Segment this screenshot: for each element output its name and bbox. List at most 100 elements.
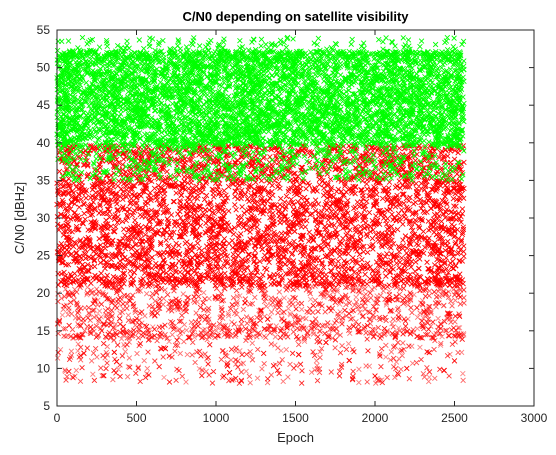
red-point <box>325 217 332 223</box>
red-point <box>163 209 170 215</box>
plot-area <box>54 29 535 407</box>
red-point <box>114 244 121 250</box>
red-point <box>332 345 338 351</box>
red-point <box>261 360 267 367</box>
red-point <box>382 267 388 273</box>
red-point <box>417 334 424 341</box>
red-point <box>151 326 158 332</box>
red-point <box>452 191 458 197</box>
red-point <box>91 377 98 384</box>
red-point <box>452 297 459 304</box>
red-point <box>261 298 268 305</box>
red-point <box>364 336 370 342</box>
red-point <box>135 288 141 294</box>
red-point <box>389 211 395 218</box>
red-point <box>438 258 445 264</box>
red-point <box>319 209 325 215</box>
red-point <box>161 374 167 381</box>
red-point <box>373 296 380 302</box>
red-point <box>79 364 85 371</box>
red-point <box>310 349 316 355</box>
red-point <box>310 331 317 337</box>
red-point <box>357 223 364 230</box>
red-point <box>451 227 458 233</box>
red-point <box>199 367 205 373</box>
red-point <box>393 359 400 365</box>
red-point <box>356 277 362 283</box>
red-point <box>83 195 89 201</box>
red-point <box>327 176 334 183</box>
red-point <box>104 360 110 366</box>
red-point <box>426 288 433 294</box>
red-point <box>390 241 397 247</box>
red-point <box>461 159 467 166</box>
red-point <box>449 221 455 228</box>
red-point <box>217 315 223 321</box>
red-point <box>201 196 208 203</box>
red-point <box>308 369 315 376</box>
red-point <box>452 339 458 345</box>
red-point <box>168 229 175 236</box>
red-point <box>120 204 126 210</box>
red-point <box>302 244 308 251</box>
red-point <box>425 316 432 322</box>
red-point <box>390 324 397 330</box>
red-point <box>103 312 110 319</box>
red-point <box>273 241 280 248</box>
red-point <box>97 242 104 248</box>
red-point <box>68 194 75 201</box>
red-point <box>318 345 325 352</box>
red-point <box>270 363 277 369</box>
red-point <box>362 300 368 306</box>
red-point <box>328 369 334 375</box>
red-point <box>210 256 216 262</box>
red-point <box>344 230 351 237</box>
red-point <box>153 289 160 295</box>
red-point <box>125 238 132 244</box>
red-point <box>133 370 139 377</box>
red-point <box>205 201 211 207</box>
red-point <box>141 357 147 364</box>
red-point <box>60 326 67 332</box>
red-point <box>419 217 425 224</box>
red-point <box>91 314 97 320</box>
red-point <box>254 199 260 205</box>
red-point <box>152 272 158 278</box>
red-point <box>276 370 282 377</box>
red-point <box>174 337 180 343</box>
red-point <box>383 302 390 308</box>
red-point <box>376 314 383 321</box>
red-point <box>286 240 293 247</box>
red-point <box>367 290 373 296</box>
red-point <box>361 243 367 250</box>
red-point <box>89 290 95 297</box>
red-point <box>429 186 435 193</box>
red-point <box>314 267 321 274</box>
red-point <box>246 373 253 380</box>
red-point <box>232 193 238 200</box>
red-point <box>172 342 179 348</box>
red-point <box>296 341 302 348</box>
red-point <box>275 180 282 187</box>
red-point <box>139 283 145 289</box>
red-point <box>253 219 260 225</box>
red-point <box>406 376 413 382</box>
red-point <box>357 309 363 315</box>
red-point <box>238 316 245 323</box>
red-point <box>107 311 113 317</box>
red-point <box>238 378 245 384</box>
red-point <box>390 316 396 322</box>
red-point <box>208 199 214 205</box>
red-point <box>435 315 441 322</box>
red-point <box>258 162 264 169</box>
red-point <box>221 263 228 269</box>
red-point <box>337 350 344 356</box>
red-point <box>97 203 103 209</box>
red-point <box>77 352 84 359</box>
red-point <box>283 193 290 200</box>
red-point <box>118 284 125 290</box>
red-point <box>108 319 115 325</box>
red-point <box>175 327 181 333</box>
red-point <box>458 219 464 225</box>
series-red-points <box>54 143 467 387</box>
